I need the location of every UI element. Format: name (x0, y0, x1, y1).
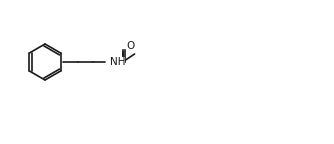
Text: O: O (127, 41, 135, 51)
Text: NH: NH (110, 57, 125, 67)
